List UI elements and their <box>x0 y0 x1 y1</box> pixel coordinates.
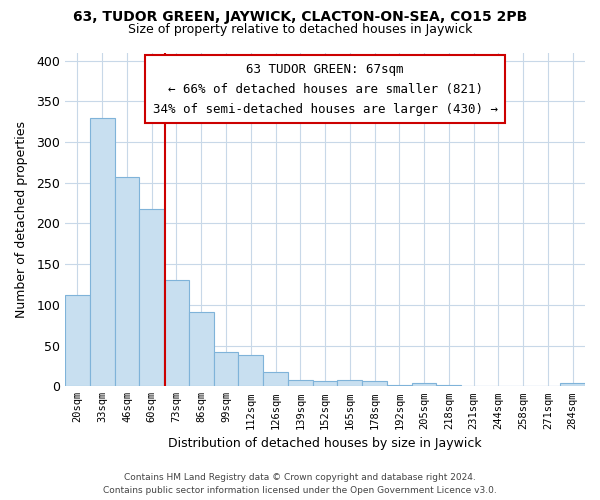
Bar <box>90 118 115 386</box>
Text: 63 TUDOR GREEN: 67sqm
← 66% of detached houses are smaller (821)
34% of semi-det: 63 TUDOR GREEN: 67sqm ← 66% of detached … <box>152 62 497 116</box>
Bar <box>288 380 313 386</box>
Bar <box>238 354 263 386</box>
Bar <box>337 380 362 386</box>
Bar <box>214 352 238 386</box>
Text: 63, TUDOR GREEN, JAYWICK, CLACTON-ON-SEA, CO15 2PB: 63, TUDOR GREEN, JAYWICK, CLACTON-ON-SEA… <box>73 10 527 24</box>
Bar <box>65 295 90 386</box>
Y-axis label: Number of detached properties: Number of detached properties <box>15 121 28 318</box>
Bar <box>263 372 288 386</box>
Bar <box>560 383 585 386</box>
X-axis label: Distribution of detached houses by size in Jaywick: Distribution of detached houses by size … <box>168 437 482 450</box>
Bar <box>164 280 189 386</box>
Text: Contains HM Land Registry data © Crown copyright and database right 2024.
Contai: Contains HM Land Registry data © Crown c… <box>103 474 497 495</box>
Bar <box>139 209 164 386</box>
Bar <box>412 383 436 386</box>
Bar <box>115 177 139 386</box>
Text: Size of property relative to detached houses in Jaywick: Size of property relative to detached ho… <box>128 22 472 36</box>
Bar <box>189 312 214 386</box>
Bar <box>313 382 337 386</box>
Bar <box>362 382 387 386</box>
